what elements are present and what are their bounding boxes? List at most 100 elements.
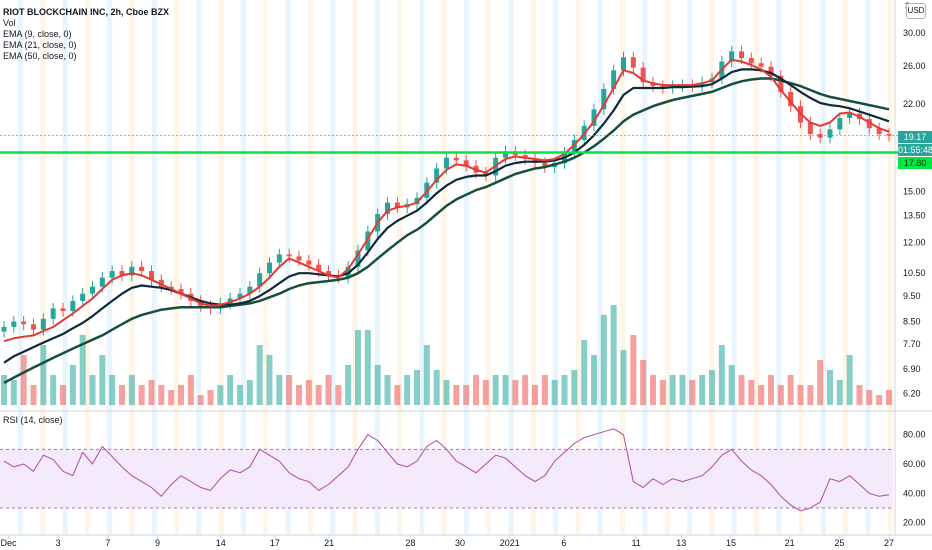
- volume-bar: [414, 370, 420, 405]
- price-tick-label: 7.70: [903, 339, 921, 349]
- volume-bar: [30, 385, 37, 405]
- session-stripe: [642, 0, 648, 535]
- volume-bar: [276, 375, 283, 405]
- volume-bar: [610, 305, 617, 405]
- volume-bar: [266, 355, 273, 405]
- session-stripe: [151, 0, 157, 535]
- currency-button[interactable]: USD: [906, 3, 926, 19]
- volume-bar: [158, 385, 165, 405]
- time-tick-label: 30: [455, 538, 465, 548]
- volume-bar: [512, 380, 519, 405]
- time-tick-label: 13: [676, 538, 686, 548]
- price-tick-label: 6.90: [903, 364, 921, 374]
- volume-bar: [571, 370, 578, 405]
- volume-bar: [89, 375, 96, 405]
- ema21-label: EMA (21, close, 0): [3, 40, 77, 50]
- volume-bar: [679, 375, 686, 405]
- time-tick-label: 6: [561, 538, 566, 548]
- volume-bar: [856, 385, 863, 405]
- session-stripe: [241, 0, 246, 535]
- volume-bar: [128, 375, 135, 405]
- volume-bar: [689, 380, 696, 405]
- price-tick-label: 8.50: [903, 317, 921, 327]
- vol-label: Vol: [3, 18, 16, 28]
- ema9-line: [3, 58, 890, 343]
- volume-bar: [374, 365, 381, 405]
- volume-bar: [827, 370, 833, 405]
- candle-body: [886, 134, 892, 136]
- price-tick-label: 30.00: [903, 28, 926, 38]
- candle-body: [267, 262, 272, 274]
- candle-body: [217, 303, 223, 309]
- candle-body: [385, 202, 390, 215]
- session-stripe: [887, 0, 893, 535]
- ema9-label: EMA (9, close, 0): [3, 29, 72, 39]
- candle-body: [365, 231, 371, 251]
- candle-body: [414, 197, 420, 205]
- ema21-line: [3, 68, 890, 364]
- candle-body: [876, 128, 882, 135]
- session-stripe: [620, 0, 626, 535]
- volume-bar: [315, 385, 322, 405]
- volume-bar: [109, 375, 116, 405]
- volume-bar: [148, 380, 155, 405]
- chart-title: RIOT BLOCKCHAIN INC, 2h, Cboe BZX: [3, 7, 169, 17]
- candle-body: [837, 118, 843, 130]
- volume-bar: [384, 375, 391, 405]
- volume-bar: [305, 380, 312, 405]
- session-stripe: [820, 0, 826, 535]
- volume-bar: [718, 345, 725, 405]
- volume-bar: [600, 315, 607, 405]
- time-tick-label: 3: [56, 538, 61, 548]
- candle-body: [99, 277, 105, 287]
- volume-bar: [630, 335, 637, 405]
- price-tick-label: 26.00: [903, 61, 926, 71]
- candle-body: [729, 51, 735, 62]
- candle-body: [444, 157, 449, 169]
- candle-body: [453, 157, 459, 161]
- session-stripe: [597, 0, 603, 535]
- session-stripe: [865, 0, 871, 535]
- hline-price-tag: 17.80: [898, 157, 932, 169]
- time-tick-label: 15: [726, 538, 736, 548]
- session-stripe: [508, 0, 514, 535]
- price-tick-label: 12.00: [903, 238, 926, 248]
- candle-body: [80, 293, 86, 301]
- countdown-tag: 01:55:48: [898, 144, 932, 156]
- volume-bar: [699, 375, 706, 405]
- candle-body: [630, 57, 636, 68]
- price-tick-label: 9.50: [903, 291, 921, 301]
- session-stripe: [753, 0, 759, 535]
- rsi-label: RSI (14, close): [3, 415, 63, 425]
- rsi-tick-label: 60.00: [903, 459, 926, 469]
- candle-body: [827, 129, 833, 138]
- candle-body: [306, 260, 312, 265]
- volume-bar: [119, 385, 125, 405]
- session-stripe: [441, 0, 447, 535]
- candle-body: [739, 51, 744, 59]
- volume-bar: [591, 355, 597, 405]
- volume-bar: [640, 360, 647, 405]
- candle-body: [247, 286, 253, 294]
- candle-body: [90, 286, 95, 294]
- session-stripe: [374, 0, 380, 535]
- volume-bar: [217, 385, 224, 405]
- candle-body: [158, 279, 164, 287]
- volume-bar: [433, 370, 440, 405]
- candle-body: [149, 271, 154, 280]
- volume-bar: [256, 345, 263, 405]
- volume-bar: [227, 375, 234, 405]
- candle-body: [640, 67, 646, 83]
- volume-bar: [453, 385, 460, 405]
- price-tick-label: 15.00: [903, 187, 926, 197]
- candle-body: [434, 168, 440, 183]
- candle-body: [139, 266, 145, 272]
- session-stripe: [843, 0, 849, 535]
- volume-bar: [777, 385, 784, 405]
- volume-bar: [345, 365, 352, 405]
- volume-bar: [99, 355, 106, 405]
- volume-bar: [355, 330, 361, 405]
- volume-bar: [246, 380, 253, 405]
